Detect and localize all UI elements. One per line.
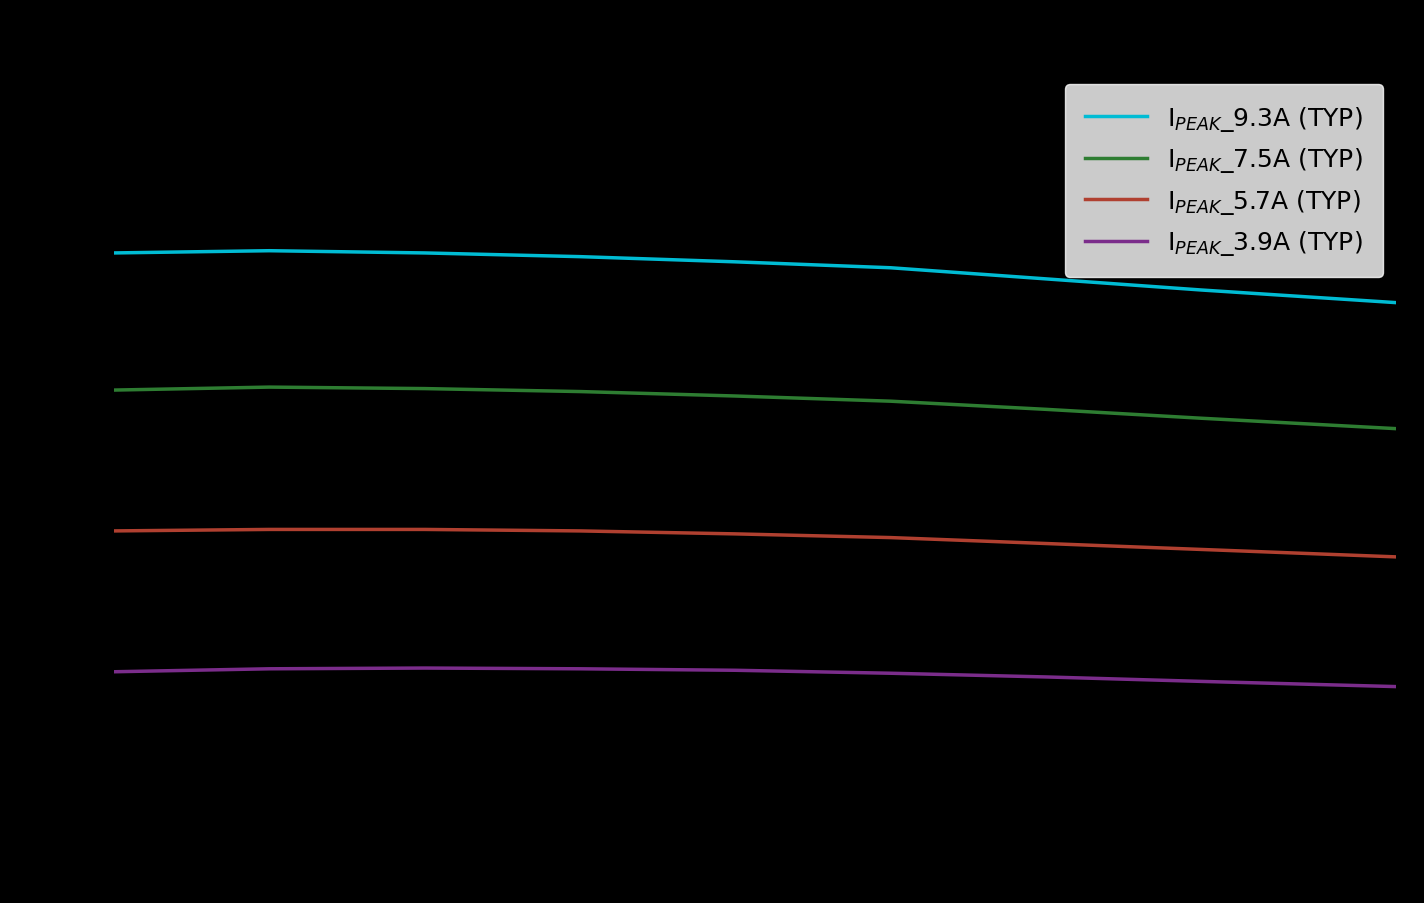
- I$_{PEAK}$_7.5A (TYP): [261, 382, 278, 393]
- I$_{PEAK}$_9.3A (TYP): [726, 257, 743, 268]
- I$_{PEAK}$_7.5A (TYP): [726, 391, 743, 402]
- I$_{PEAK}$_9.3A (TYP): [261, 246, 278, 256]
- I$_{PEAK}$_5.7A (TYP): [261, 525, 278, 535]
- I$_{PEAK}$_7.5A (TYP): [1193, 414, 1210, 424]
- I$_{PEAK}$_5.7A (TYP): [1193, 545, 1210, 555]
- I$_{PEAK}$_3.9A (TYP): [416, 663, 433, 674]
- I$_{PEAK}$_7.5A (TYP): [1038, 405, 1055, 415]
- Line: I$_{PEAK}$_5.7A (TYP): I$_{PEAK}$_5.7A (TYP): [114, 530, 1396, 557]
- I$_{PEAK}$_9.3A (TYP): [416, 248, 433, 259]
- Line: I$_{PEAK}$_3.9A (TYP): I$_{PEAK}$_3.9A (TYP): [114, 668, 1396, 687]
- Legend: I$_{PEAK}$_9.3A (TYP), I$_{PEAK}$_7.5A (TYP), I$_{PEAK}$_5.7A (TYP), I$_{PEAK}$_: I$_{PEAK}$_9.3A (TYP), I$_{PEAK}$_7.5A (…: [1065, 85, 1383, 278]
- I$_{PEAK}$_7.5A (TYP): [105, 386, 122, 396]
- I$_{PEAK}$_5.7A (TYP): [1387, 552, 1404, 563]
- I$_{PEAK}$_9.3A (TYP): [1038, 275, 1055, 285]
- I$_{PEAK}$_7.5A (TYP): [571, 386, 588, 397]
- I$_{PEAK}$_3.9A (TYP): [726, 666, 743, 676]
- Line: I$_{PEAK}$_7.5A (TYP): I$_{PEAK}$_7.5A (TYP): [114, 387, 1396, 429]
- I$_{PEAK}$_7.5A (TYP): [1387, 424, 1404, 434]
- I$_{PEAK}$_9.3A (TYP): [1193, 285, 1210, 296]
- I$_{PEAK}$_5.7A (TYP): [571, 526, 588, 536]
- I$_{PEAK}$_3.9A (TYP): [1038, 672, 1055, 683]
- I$_{PEAK}$_3.9A (TYP): [1387, 682, 1404, 693]
- I$_{PEAK}$_9.3A (TYP): [881, 263, 899, 274]
- I$_{PEAK}$_3.9A (TYP): [105, 666, 122, 677]
- I$_{PEAK}$_5.7A (TYP): [416, 525, 433, 535]
- I$_{PEAK}$_9.3A (TYP): [571, 252, 588, 263]
- I$_{PEAK}$_5.7A (TYP): [881, 533, 899, 544]
- I$_{PEAK}$_3.9A (TYP): [1193, 676, 1210, 687]
- I$_{PEAK}$_9.3A (TYP): [1387, 298, 1404, 309]
- Line: I$_{PEAK}$_9.3A (TYP): I$_{PEAK}$_9.3A (TYP): [114, 251, 1396, 303]
- I$_{PEAK}$_5.7A (TYP): [726, 529, 743, 540]
- I$_{PEAK}$_3.9A (TYP): [261, 664, 278, 675]
- I$_{PEAK}$_5.7A (TYP): [1038, 538, 1055, 549]
- I$_{PEAK}$_9.3A (TYP): [105, 248, 122, 259]
- I$_{PEAK}$_7.5A (TYP): [881, 396, 899, 407]
- I$_{PEAK}$_3.9A (TYP): [881, 668, 899, 679]
- I$_{PEAK}$_7.5A (TYP): [416, 384, 433, 395]
- I$_{PEAK}$_5.7A (TYP): [105, 526, 122, 536]
- I$_{PEAK}$_3.9A (TYP): [571, 664, 588, 675]
